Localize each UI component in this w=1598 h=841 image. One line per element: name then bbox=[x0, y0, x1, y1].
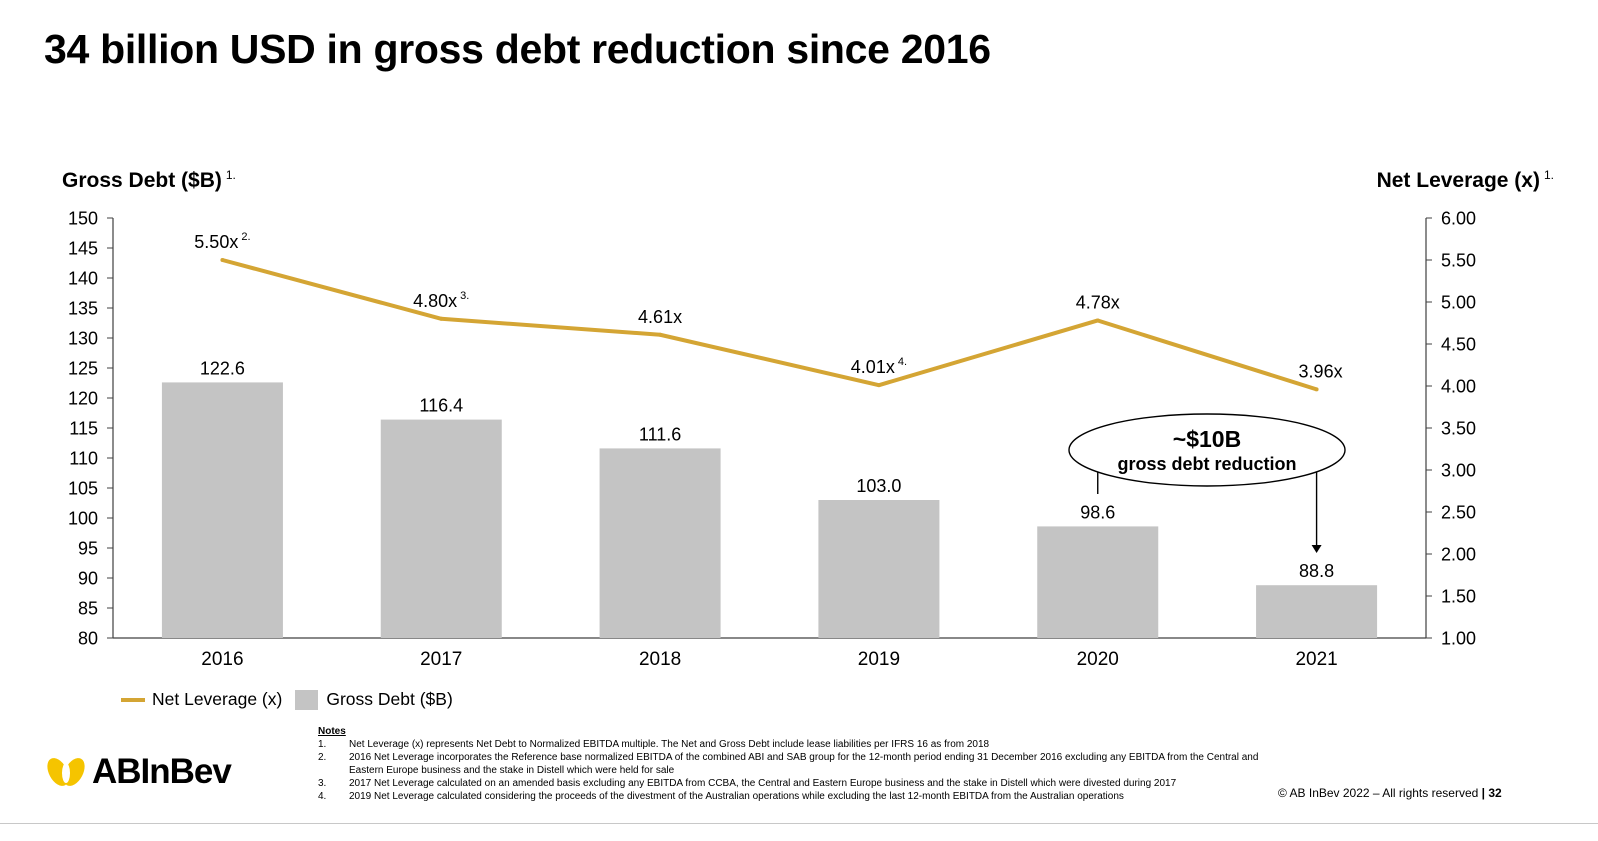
page-separator: | bbox=[1481, 786, 1485, 800]
x-category-label: 2018 bbox=[639, 649, 681, 670]
note-item: 1. Net Leverage (x) represents Net Debt … bbox=[318, 738, 1278, 751]
note-number: 2. bbox=[318, 752, 327, 763]
right-tick-label: 5.00 bbox=[1441, 293, 1476, 313]
net-leverage-point bbox=[220, 258, 225, 262]
bar-value-label: 98.6 bbox=[1080, 502, 1115, 522]
line-value-label: 4.78x bbox=[1076, 292, 1120, 312]
gross-debt-bar bbox=[380, 419, 502, 638]
legend-item-gross-debt: Gross Debt ($B) bbox=[295, 689, 453, 710]
note-number: 3. bbox=[318, 778, 327, 789]
note-item: 4. 2019 Net Leverage calculated consider… bbox=[318, 790, 1278, 803]
line-value-label: 4.80x 3. bbox=[413, 290, 469, 311]
gross-debt-bar bbox=[599, 448, 721, 638]
right-tick-label: 3.50 bbox=[1441, 419, 1476, 439]
legend-item-net-leverage: Net Leverage (x) bbox=[121, 689, 282, 710]
left-tick-label: 105 bbox=[68, 479, 98, 499]
x-category-label: 2021 bbox=[1295, 649, 1337, 670]
logo-mark-icon bbox=[47, 758, 85, 786]
legend-line-swatch bbox=[121, 697, 145, 702]
note-text: 2019 Net Leverage calculated considering… bbox=[349, 791, 1124, 802]
left-tick-label: 125 bbox=[68, 359, 98, 379]
right-tick-label: 4.00 bbox=[1441, 377, 1476, 397]
net-leverage-line bbox=[221, 258, 1318, 392]
right-tick-label: 1.50 bbox=[1441, 587, 1476, 607]
left-tick-label: 135 bbox=[68, 299, 98, 319]
gross-debt-bar bbox=[161, 382, 283, 638]
left-tick-label: 120 bbox=[68, 389, 98, 409]
note-item: 3. 2017 Net Leverage calculated on an am… bbox=[318, 777, 1278, 790]
legend-bar-swatch bbox=[295, 689, 319, 710]
right-tick-label: 4.50 bbox=[1441, 335, 1476, 355]
net-leverage-point bbox=[439, 316, 444, 321]
left-tick-label: 115 bbox=[69, 419, 98, 439]
right-tick-label: 3.00 bbox=[1441, 461, 1476, 481]
logo-wordmark: ABInBev bbox=[92, 752, 232, 791]
net-leverage-point bbox=[876, 383, 881, 388]
line-value-label: 4.01x 4. bbox=[851, 356, 907, 377]
note-number: 1. bbox=[318, 739, 327, 750]
bar-value-label: 116.4 bbox=[419, 396, 463, 416]
bar-value-label: 122.6 bbox=[200, 358, 245, 378]
note-item: 2. 2016 Net Leverage incorporates the Re… bbox=[318, 751, 1278, 777]
note-text: 2016 Net Leverage incorporates the Refer… bbox=[349, 752, 1259, 776]
net-leverage-point bbox=[1095, 318, 1100, 323]
callout-ellipse bbox=[1068, 413, 1346, 487]
gross-debt-bar bbox=[1037, 526, 1159, 638]
legend-label-net-leverage: Net Leverage (x) bbox=[152, 689, 283, 709]
line-value-label: 4.61x bbox=[638, 307, 682, 327]
page-number: 32 bbox=[1488, 786, 1502, 800]
left-tick-label: 95 bbox=[78, 539, 98, 559]
net-leverage-point bbox=[1314, 387, 1319, 392]
right-axis-title: Net Leverage (x) 1. bbox=[1377, 168, 1554, 192]
callout-arrow-head-icon bbox=[1311, 545, 1322, 553]
bar-value-label: 111.6 bbox=[639, 424, 681, 444]
right-tick-label: 2.50 bbox=[1441, 503, 1476, 523]
gross-debt-bar bbox=[818, 500, 940, 638]
footnotes: Notes 1. Net Leverage (x) represents Net… bbox=[318, 725, 1278, 803]
footer-divider bbox=[0, 823, 1598, 824]
callout-headline: ~$10B bbox=[1173, 426, 1241, 452]
bar-value-label: 103.0 bbox=[856, 476, 901, 496]
left-tick-label: 140 bbox=[68, 269, 98, 289]
left-tick-label: 80 bbox=[78, 629, 98, 649]
left-tick-label: 150 bbox=[68, 209, 98, 229]
left-tick-label: 145 bbox=[68, 239, 98, 259]
note-text: 2017 Net Leverage calculated on an amend… bbox=[349, 778, 1177, 789]
line-value-label: 3.96x bbox=[1299, 361, 1343, 381]
right-tick-label: 2.00 bbox=[1441, 545, 1476, 565]
left-tick-label: 110 bbox=[69, 449, 98, 469]
company-logo: ABInBev bbox=[46, 752, 232, 792]
copyright-footer: © AB InBev 2022 – All rights reserved | … bbox=[1278, 786, 1502, 800]
chart-legend: Net Leverage (x) Gross Debt ($B) bbox=[121, 689, 466, 710]
bar-value-label: 88.8 bbox=[1299, 561, 1334, 581]
left-tick-label: 85 bbox=[78, 599, 98, 619]
legend-label-gross-debt: Gross Debt ($B) bbox=[326, 689, 453, 709]
note-number: 4. bbox=[318, 791, 327, 802]
callout-subtext: gross debt reduction bbox=[1117, 454, 1296, 474]
right-tick-label: 6.00 bbox=[1441, 209, 1476, 229]
left-tick-label: 130 bbox=[68, 329, 98, 349]
note-text: Net Leverage (x) represents Net Debt to … bbox=[349, 739, 990, 750]
notes-title: Notes bbox=[318, 726, 346, 737]
debt-leverage-chart: Gross Debt ($B) 1. Net Leverage (x) 1. 80 85 9… bbox=[62, 168, 1554, 670]
right-tick-label: 1.00 bbox=[1441, 629, 1476, 649]
right-tick-label: 5.50 bbox=[1441, 251, 1476, 271]
left-tick-label: 100 bbox=[68, 509, 98, 529]
left-tick-label: 90 bbox=[78, 569, 98, 589]
copyright-text: © AB InBev 2022 – All rights reserved bbox=[1278, 786, 1479, 800]
gross-debt-bar bbox=[1256, 585, 1378, 638]
left-axis-title: Gross Debt ($B) 1. bbox=[62, 168, 236, 192]
x-category-label: 2017 bbox=[420, 649, 462, 670]
line-value-label: 5.50x 2. bbox=[194, 231, 250, 252]
x-category-label: 2020 bbox=[1077, 649, 1119, 670]
x-category-label: 2019 bbox=[858, 649, 900, 670]
net-leverage-point bbox=[658, 332, 663, 337]
x-category-label: 2016 bbox=[201, 649, 243, 670]
page-title: 34 billion USD in gross debt reduction s… bbox=[44, 26, 991, 72]
